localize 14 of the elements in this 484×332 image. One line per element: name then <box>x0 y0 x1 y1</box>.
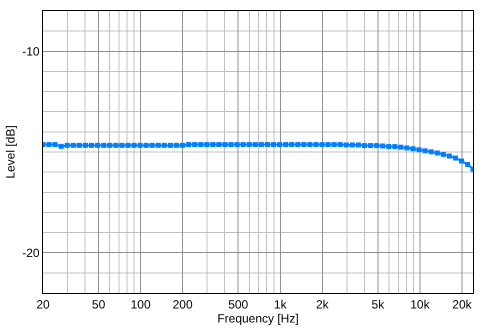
x-tick-label: 5k <box>372 297 386 312</box>
x-axis-title: Frequency [Hz] <box>217 311 299 326</box>
x-tick-label: 50 <box>92 297 106 312</box>
x-tick-label: 200 <box>172 297 193 312</box>
x-tick-label: 20 <box>36 297 50 312</box>
x-tick-label: 2k <box>316 297 330 312</box>
x-tick-label: 1k <box>274 297 288 312</box>
x-tick-label: 20k <box>452 297 473 312</box>
y-tick-label: -20 <box>22 246 40 260</box>
y-axis-title: Level [dB] <box>4 125 18 179</box>
x-tick-label: 10k <box>410 297 431 312</box>
x-tick-label: 500 <box>228 297 249 312</box>
x-tick-label: 100 <box>130 297 151 312</box>
y-tick-label: -10 <box>22 44 40 58</box>
